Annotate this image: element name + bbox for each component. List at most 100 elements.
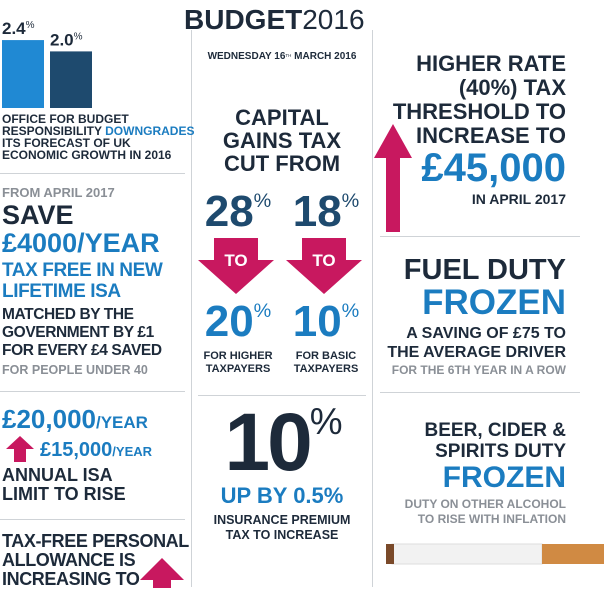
save: SAVE (2, 200, 74, 230)
divider (0, 519, 185, 520)
new-limit: £20,000/YEAR (2, 406, 148, 432)
divider (198, 395, 366, 396)
line: FOR HIGHER (203, 350, 273, 362)
unit: /YEAR (95, 413, 148, 432)
from-high: 28% (198, 190, 278, 234)
basic-label: FOR BASIC TAXPAYERS (284, 350, 368, 376)
line: TAXPAYERS (205, 363, 271, 375)
divider (0, 173, 185, 174)
ipt-big: 10% (192, 402, 372, 484)
isa-lines: TAX FREE IN NEW LIFETIME ISA (2, 260, 163, 302)
unit: % (74, 31, 83, 42)
divider (380, 236, 580, 237)
cigarette-paper (391, 543, 543, 565)
kicker: FROM APRIL 2017 (2, 185, 115, 200)
num: 10 (224, 397, 312, 488)
line: FOR EVERY £4 SAVED (2, 342, 162, 359)
threshold-when: IN APRIL 2017 (471, 191, 566, 207)
date-text: MARCH 2016 (291, 51, 357, 62)
value: 2.4 (2, 19, 26, 38)
num: 28 (204, 187, 254, 236)
title: BUDGET (184, 4, 303, 35)
line: HIGHER RATE (416, 51, 566, 76)
line: GAINS TAX (222, 128, 342, 153)
unit: % (309, 401, 343, 442)
line: LIFETIME ISA (2, 281, 121, 302)
line: ECONOMIC GROWTH IN 2016 (2, 148, 172, 162)
fuel-title: FUEL DUTY (403, 254, 566, 286)
date-sup: TH (285, 53, 292, 58)
arrow-shape (6, 436, 34, 462)
cigarette (386, 543, 604, 565)
fuel-lines: A SAVING OF £75 TO THE AVERAGE DRIVER (380, 324, 566, 362)
line: GOVERNMENT BY £1 (2, 324, 154, 341)
line: DUTY ON OTHER ALCOHOL (404, 497, 566, 511)
down-arrow (198, 238, 274, 294)
num: 18 (292, 187, 342, 236)
value-label: 2.4% (2, 19, 35, 38)
line: ANNUAL ISA (2, 465, 113, 485)
fuel-note: FOR THE 6TH YEAR IN A ROW (391, 363, 566, 377)
line: CUT FROM (223, 151, 341, 176)
line: INSURANCE PREMIUM (213, 513, 351, 527)
old-limit: £15,000/YEAR (40, 440, 152, 460)
amount: £4000/YEAR (2, 228, 160, 258)
arrow-shape (374, 124, 412, 232)
line: A SAVING OF £75 TO (406, 325, 566, 342)
arrow-shape (198, 238, 274, 294)
line: INCREASE TO (416, 123, 566, 148)
amount: £20,000 (2, 404, 96, 434)
line: SPIRITS DUTY (435, 441, 566, 462)
date-text: WEDNESDAY 16 (207, 51, 286, 62)
line: RESPONSIBILITY DOWNGRADES (2, 125, 194, 137)
to-high: 20% (198, 300, 278, 344)
value-label: 2.0% (50, 30, 83, 49)
up-arrow (6, 436, 34, 462)
num: 20 (204, 297, 254, 346)
cgt-lines: CAPITAL GAINS TAX CUT FROM (192, 106, 372, 175)
header-title: BUDGET2016 (184, 6, 365, 34)
limit-lines: ANNUAL ISA LIMIT TO RISE (2, 466, 126, 504)
unit: % (253, 300, 272, 322)
threshold-amount: £45,000 (421, 146, 566, 190)
fuel-frozen: FROZEN (422, 283, 566, 322)
to-basic: 10% (286, 300, 366, 344)
isa-detail: MATCHED BY THE GOVERNMENT BY £1 FOR EVERY … (2, 306, 162, 360)
cigarette-filter (542, 544, 604, 564)
note: FOR PEOPLE UNDER 40 (2, 363, 148, 377)
line: LIMIT TO RISE (2, 484, 126, 504)
growth-text: OFFICE FOR BUDGET RESPONSIBILITY DOWNGRA… (2, 113, 194, 161)
to-label: TO (312, 251, 336, 270)
line: CAPITAL (235, 105, 329, 130)
line: FOR BASIC (295, 350, 357, 362)
line: INCREASING TO (2, 569, 140, 589)
bar (50, 51, 92, 108)
line: ALLOWANCE IS (2, 550, 136, 570)
divider (372, 30, 373, 587)
line: TO RISE WITH INFLATION (417, 512, 566, 526)
alcohol-lines: BEER, CIDER & SPIRITS DUTY (380, 420, 566, 462)
line: BEER, CIDER & (424, 420, 566, 441)
line: RESPONSIBILITY (2, 124, 102, 138)
line: MATCHED BY THE (2, 306, 134, 323)
high-label: FOR HIGHER TAXPAYERS (196, 350, 280, 376)
divider (380, 392, 580, 393)
allowance-lines: TAX-FREE PERSONAL ALLOWANCE IS INCREASING … (2, 532, 189, 589)
line: THE AVERAGE DRIVER (387, 344, 566, 361)
date: WEDNESDAY 16TH MARCH 2016 (192, 52, 372, 62)
divider (191, 30, 192, 587)
from-basic: 18% (286, 190, 366, 234)
down-arrow (286, 238, 362, 294)
up-arrow (140, 558, 184, 588)
to-label: TO (224, 251, 248, 270)
unit: % (26, 20, 35, 31)
unit: % (341, 190, 360, 212)
cigarette-ash (386, 544, 394, 564)
line: THRESHOLD TO (392, 99, 566, 124)
value: 2.0 (50, 30, 74, 49)
line: TAXPAYERS (293, 363, 359, 375)
alcohol-frozen: FROZEN (442, 461, 566, 494)
growth-chart: 2.4%2.0% (2, 19, 92, 108)
arrow-shape (140, 558, 184, 588)
line: TAX FREE IN NEW (2, 260, 163, 281)
